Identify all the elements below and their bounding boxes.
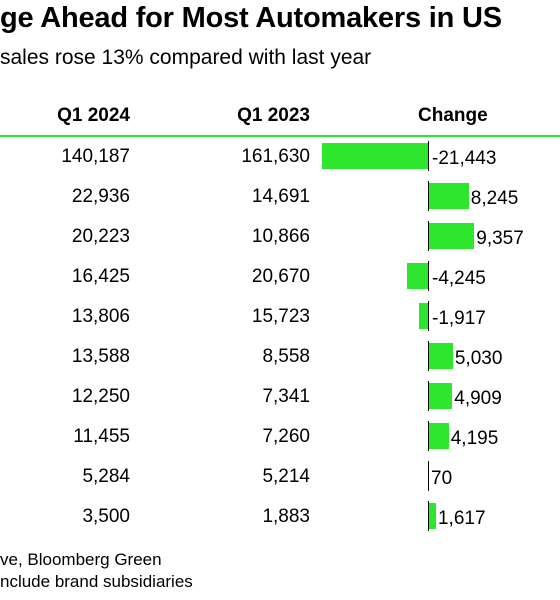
change-bar	[322, 143, 428, 169]
q1-2024-value: 16,425	[71, 266, 130, 287]
zero-baseline	[428, 141, 429, 171]
q1-2023-value: 10,866	[251, 226, 310, 247]
q1-2023-value: 1,883	[262, 506, 310, 527]
change-bar	[407, 263, 428, 289]
change-label: 9,357	[476, 228, 524, 249]
change-label: -1,917	[432, 308, 486, 329]
q1-2024-value: 13,806	[71, 306, 130, 327]
chart-title: ge Ahead for Most Automakers in US	[0, 2, 502, 34]
chart-subtitle: sales rose 13% compared with last year	[0, 46, 372, 69]
q1-2023-value: 7,341	[262, 386, 310, 407]
q1-2023-value: 5,214	[262, 466, 310, 487]
change-label: 1,617	[437, 508, 486, 529]
q1-2024-value: 22,936	[71, 186, 130, 207]
q1-2023-value: 8,558	[262, 346, 310, 367]
zero-baseline	[428, 461, 429, 491]
q1-2024-value: 5,284	[82, 466, 130, 487]
change-bar	[428, 183, 469, 209]
change-label: 4,195	[450, 428, 499, 449]
change-bar	[428, 503, 436, 529]
zero-baseline	[428, 421, 429, 451]
q1-2024-value: 140,187	[61, 146, 130, 167]
zero-baseline	[428, 221, 429, 251]
column-header-q1-2024: Q1 2024	[57, 105, 130, 126]
q1-2024-value: 13,588	[71, 346, 130, 367]
q1-2024-value: 3,500	[82, 506, 130, 527]
change-label: 70	[431, 468, 453, 489]
change-bar	[428, 423, 449, 449]
change-label: -21,443	[432, 148, 497, 169]
q1-2024-value: 12,250	[71, 386, 130, 407]
zero-baseline	[428, 181, 429, 211]
footer-source: ve, Bloomberg Green	[0, 550, 162, 569]
q1-2023-value: 14,691	[251, 186, 310, 207]
q1-2024-value: 11,455	[73, 426, 130, 447]
zero-baseline	[428, 501, 429, 531]
change-label: 8,245	[470, 188, 519, 209]
change-label: 5,030	[454, 348, 503, 369]
q1-2023-value: 20,670	[251, 266, 310, 287]
q1-2024-value: 20,223	[71, 226, 130, 247]
header-divider	[0, 135, 560, 137]
zero-baseline	[428, 301, 429, 331]
change-label: 4,909	[454, 388, 502, 409]
q1-2023-value: 7,260	[262, 426, 310, 447]
change-bar	[418, 303, 428, 329]
zero-baseline	[428, 341, 429, 371]
footer-note: nclude brand subsidiaries	[0, 572, 193, 591]
change-bar	[428, 383, 453, 409]
change-bar	[428, 223, 475, 249]
q1-2023-value: 15,723	[251, 306, 310, 327]
zero-baseline	[428, 261, 429, 291]
change-bar	[428, 343, 453, 369]
zero-baseline	[428, 381, 429, 411]
column-header-q1-2023: Q1 2023	[237, 105, 310, 126]
change-label: -4,245	[432, 268, 486, 289]
column-header-change: Change	[418, 105, 488, 126]
q1-2023-value: 161,630	[241, 146, 310, 167]
